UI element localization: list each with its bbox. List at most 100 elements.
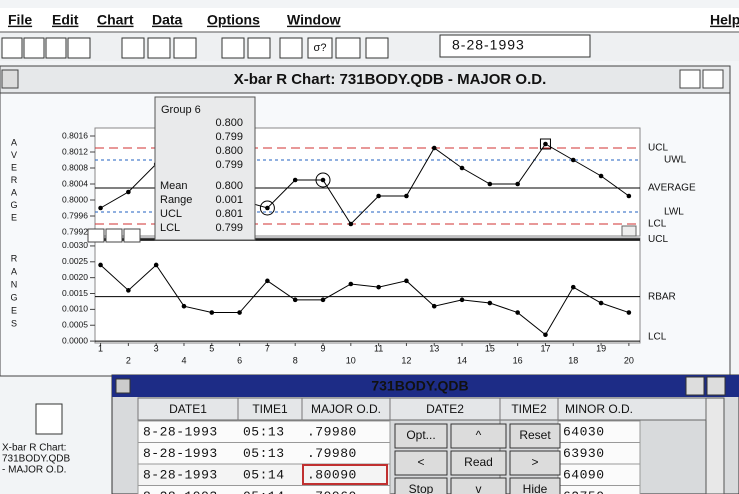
button-label[interactable]: Read [464, 455, 493, 469]
table-cell: .79980 [307, 446, 357, 461]
data-point [543, 332, 548, 338]
table-cell: 05:13 [243, 446, 285, 461]
menu-item[interactable]: Help [710, 12, 739, 28]
button-label[interactable]: Reset [519, 428, 551, 442]
data-point [265, 278, 270, 284]
tool-button[interactable] [335, 37, 361, 59]
minimize-button[interactable] [679, 69, 701, 89]
tool-button[interactable] [247, 37, 271, 59]
tool-button[interactable] [221, 37, 245, 59]
menu-item[interactable]: Edit [52, 12, 79, 28]
date-field-text: 8-28-1993 [452, 37, 525, 53]
column-header: DATE2 [426, 402, 464, 416]
tool-button[interactable] [173, 37, 197, 59]
data-point [153, 262, 159, 268]
button-label[interactable]: > [531, 455, 538, 469]
tool-button[interactable] [1, 37, 23, 59]
menu-item[interactable]: Window [287, 12, 341, 28]
axis-letter: G [10, 200, 17, 210]
scroll-box[interactable] [621, 225, 637, 237]
x-tick-label: 5 [209, 343, 214, 353]
tool-button[interactable] [365, 37, 389, 59]
data-minimize[interactable] [685, 376, 705, 396]
desktop-icon-label[interactable]: 731BODY.QDB [2, 454, 71, 465]
popup-stat-label: UCL [160, 208, 182, 220]
axis-letter: R [11, 175, 18, 185]
tool-button[interactable] [147, 37, 171, 59]
zoom-button[interactable] [87, 228, 105, 243]
date-field[interactable] [439, 34, 591, 58]
data-title-bar [112, 375, 739, 397]
x-tick-label: 6 [237, 355, 242, 365]
desktop-icon-label[interactable]: X-bar R Chart: [2, 443, 66, 454]
series-line [100, 264, 630, 336]
data-point [320, 177, 326, 183]
data-system-menu[interactable] [115, 378, 131, 394]
button-label[interactable]: v [476, 482, 482, 494]
menu-item[interactable]: Data [152, 12, 183, 28]
button[interactable] [509, 450, 561, 476]
axis-letter: S [11, 318, 17, 328]
data-point [265, 205, 270, 211]
button-label[interactable]: Hide [523, 482, 548, 494]
x-tick-label: 17 [540, 343, 550, 353]
system-menu[interactable] [1, 69, 19, 89]
button-label[interactable]: Opt... [406, 428, 435, 442]
data-point [459, 165, 465, 171]
y-tick-label: 0.8008 [62, 162, 88, 172]
button[interactable] [509, 423, 561, 449]
table-cell: 62750 [563, 489, 605, 494]
tool-button[interactable] [279, 37, 303, 59]
button[interactable] [450, 450, 507, 476]
table-cell: 64030 [563, 424, 605, 439]
menu-item[interactable]: Options [207, 12, 260, 28]
x-tick-label: 19 [596, 343, 606, 353]
menu-item[interactable]: File [8, 12, 32, 28]
button[interactable] [394, 423, 448, 449]
data-point [126, 189, 131, 195]
zoom-button[interactable] [105, 228, 123, 243]
zoom-button[interactable] [123, 228, 141, 243]
y-tick-label: 0.7996 [62, 210, 88, 220]
button-label[interactable]: ^ [476, 428, 482, 442]
data-point [515, 181, 520, 187]
y-tick-label: 0.0015 [62, 288, 88, 298]
axis-letter: N [11, 279, 18, 289]
tool-button[interactable] [307, 37, 333, 59]
button[interactable] [450, 423, 507, 449]
desktop-icon-image[interactable] [35, 403, 63, 435]
button[interactable] [509, 477, 561, 494]
menu-item[interactable]: Chart [97, 12, 134, 28]
axis-letter: A [11, 266, 17, 276]
tool-button[interactable] [45, 37, 67, 59]
tool-button[interactable] [121, 37, 145, 59]
y-tick-label: 0.0005 [62, 319, 88, 329]
x-tick-label: 13 [429, 343, 439, 353]
button[interactable] [394, 450, 448, 476]
popup-value: 0.799 [215, 131, 243, 143]
data-point [598, 173, 604, 179]
x-tick-label: 1 [98, 343, 103, 353]
table-cell: 8-28-1993 [143, 489, 218, 494]
table-row [557, 485, 641, 494]
table-cell: .80090 [307, 467, 357, 482]
limit-label: UWL [664, 155, 687, 166]
scrollbar[interactable] [705, 397, 725, 494]
button-label[interactable]: Stop [409, 482, 434, 494]
desktop-icon-label[interactable]: - MAJOR O.D. [2, 465, 66, 476]
toolbar-icons [1, 34, 591, 59]
limit-label: LCL [648, 332, 667, 343]
data-point [404, 278, 409, 284]
button-label[interactable]: < [417, 455, 424, 469]
button[interactable] [450, 477, 507, 494]
data-point [626, 193, 632, 199]
sigma-button-label: σ? [314, 42, 327, 54]
x-tick-label: 11 [374, 343, 383, 353]
maximize-button[interactable] [702, 69, 724, 89]
data-point [181, 303, 187, 309]
axis-letter: E [11, 212, 17, 222]
tool-button[interactable] [23, 37, 45, 59]
data-maximize[interactable] [706, 376, 726, 396]
button[interactable] [394, 477, 448, 494]
tool-button[interactable] [67, 37, 91, 59]
